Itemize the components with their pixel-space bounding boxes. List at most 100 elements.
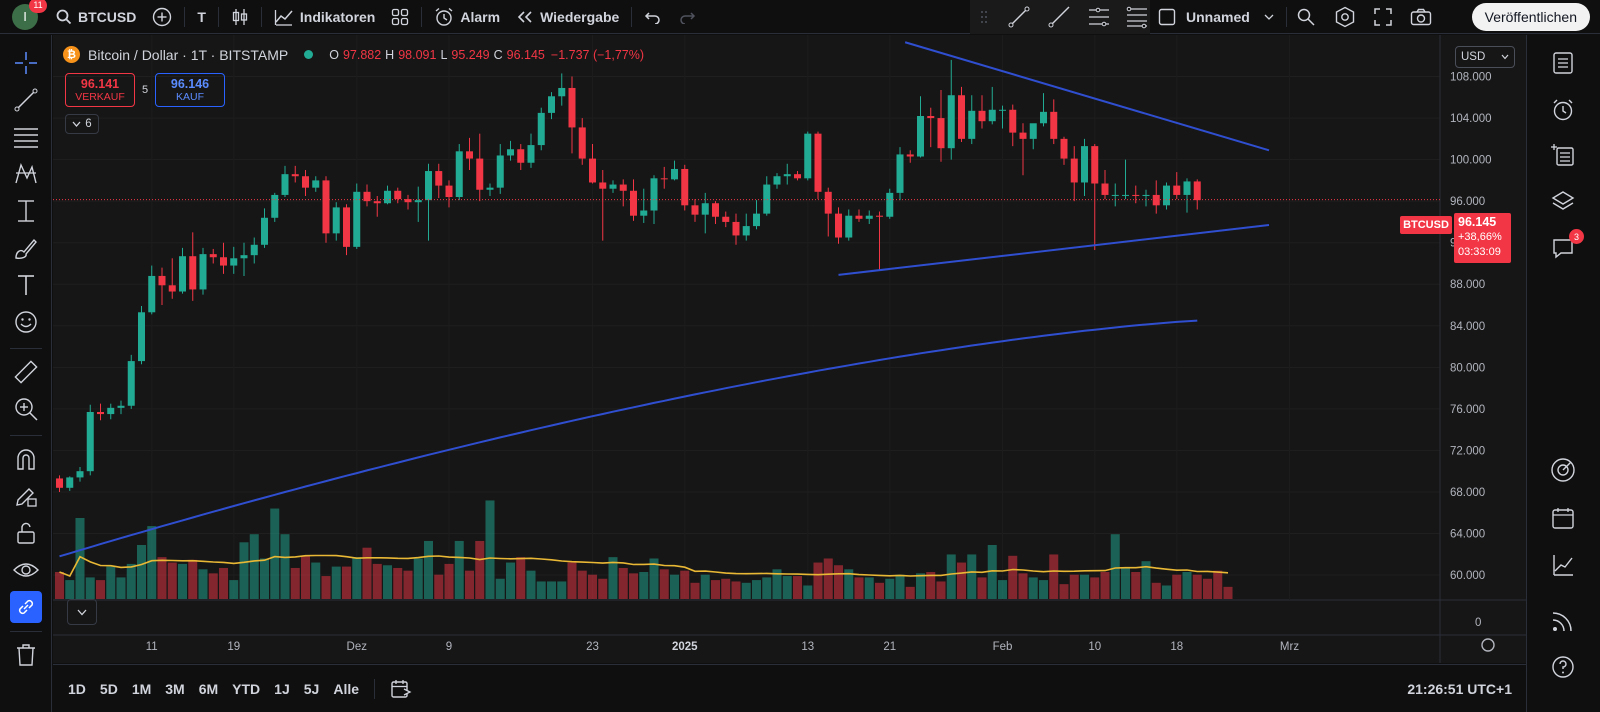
indicators-collapse-button[interactable]: 6 [65,114,99,134]
watchlist-button[interactable] [1546,46,1580,80]
parallel-channel-tool-icon[interactable] [1086,4,1112,30]
volume-bar [813,562,823,599]
text-tool[interactable] [10,269,42,301]
volume-bar [1018,573,1028,599]
timeframe-3m[interactable]: 3M [165,680,185,697]
timeframe-ytd[interactable]: YTD [232,680,261,697]
last-price: 96.145 [1458,215,1497,229]
high-value: 98.091 [398,47,437,62]
date-range-button[interactable] [383,674,419,704]
fib-tool-icon[interactable] [1124,4,1150,30]
stay-in-drawing-tool[interactable] [10,480,42,512]
price-tick-label: 84.000 [1450,321,1485,333]
redo-button[interactable] [670,0,704,34]
hide-drawings-tool[interactable] [10,554,42,586]
broadcast-icon [1552,612,1572,632]
interval-label: T [197,8,206,25]
ray-tool-icon[interactable] [1046,4,1072,30]
alarm-button[interactable]: Alarm [426,0,508,34]
fib-tool[interactable] [10,121,42,153]
currency-dropdown[interactable]: USD [1455,46,1515,68]
undo-button[interactable] [636,0,670,34]
candle-body [958,95,965,139]
timeframe-6m[interactable]: 6M [198,680,219,697]
templates-button[interactable] [383,0,417,34]
drawing-favorites-bar [970,0,1150,34]
object-tree-button[interactable] [1546,138,1580,172]
settings-button[interactable] [1326,0,1364,34]
candle-body [1009,109,1017,133]
calendar-button[interactable] [1546,501,1580,535]
brush-tool[interactable] [10,232,42,264]
zoom-in-icon [15,398,38,421]
volume-bar [85,577,95,599]
chevron-down-icon [72,121,81,127]
bar-countdown: 03:33:09 [1458,246,1501,258]
time-tick-label: Dez [347,641,368,653]
magnet-tool[interactable] [10,443,42,475]
compare-button[interactable] [144,0,180,34]
clock-timezone[interactable]: 21:26:51 UTC+1 [1407,680,1512,697]
ideas-button[interactable] [1546,548,1580,582]
timeframe-all[interactable]: Alle [333,680,360,697]
time-tick-label: 23 [586,641,599,653]
zoom-tool[interactable] [10,393,42,425]
candle-body [578,127,586,159]
rectangle-tool-button[interactable] [1150,0,1184,34]
chart-pane[interactable]: 60.000 64.000 68.000 72.000 76.000 80.000 84.0… [53,35,1526,663]
timeframe-5j[interactable]: 5J [303,680,320,697]
layout-name-dropdown[interactable]: Unnamed [1178,0,1282,34]
drag-handle-icon[interactable] [980,10,988,24]
price-chart[interactable]: 60.000 64.000 68.000 72.000 76.000 80.000 84.0… [53,35,1526,663]
hotlists-button[interactable] [1546,453,1580,487]
candle-body [732,221,740,236]
interval-button[interactable]: T [189,0,214,34]
volume-bar [977,577,987,599]
pattern-tool[interactable] [10,158,42,190]
symbol-title[interactable]: Bitcoin / Dollar · 1T · BITSTAMP [88,46,289,63]
crosshair-tool[interactable] [10,47,42,79]
candle-body [1142,194,1150,196]
indicators-count: 6 [85,118,92,130]
volume-bar [352,557,362,599]
volume-ma-line [59,554,1229,578]
help-button[interactable] [1546,650,1580,684]
user-avatar[interactable]: I 11 [12,0,47,30]
volume-legend-toggle[interactable] [67,599,97,625]
volume-bar [936,581,946,599]
remove-drawings-tool[interactable] [10,639,42,671]
timeframe-1m[interactable]: 1M [131,680,152,697]
candle-body [650,178,658,211]
market-status-icon[interactable] [304,50,314,59]
chat-button[interactable]: 3 [1546,229,1584,265]
measure-tool[interactable] [10,356,42,388]
candle-body [691,205,699,215]
projection-tool[interactable] [10,195,42,227]
publish-button[interactable]: Veröffentlichen [1471,3,1590,31]
trend-line-tool-icon[interactable] [1006,4,1032,30]
sell-button[interactable]: 96.141 VERKAUF [65,73,135,107]
fullscreen-button[interactable] [1366,0,1400,34]
trend-line-tool[interactable] [10,84,42,116]
snapshot-button[interactable] [1402,0,1440,34]
indicators-button[interactable]: Indikatoren [266,0,383,34]
lock-drawings-tool[interactable] [10,517,42,549]
timeframe-1j[interactable]: 1J [274,680,290,697]
symbol-search[interactable]: BTCUSD [48,0,144,34]
volume-bar [137,545,146,599]
icon-tool[interactable] [10,306,42,338]
moving-average-line [59,319,1198,558]
quick-search-button[interactable] [1288,0,1324,34]
alerts-button[interactable] [1546,93,1580,127]
buy-button[interactable]: 96.146 KAUF [155,73,225,107]
replay-button[interactable]: Wiedergabe [508,0,627,34]
pencil-lock-icon [16,488,37,507]
timeframe-5d[interactable]: 5D [99,680,118,697]
news-stream-button[interactable] [1546,604,1580,638]
help-icon [1552,656,1574,678]
chart-type-button[interactable] [223,0,257,34]
timeframe-1d[interactable]: 1D [68,680,86,697]
sync-drawings-tool[interactable] [10,591,42,623]
layers-button[interactable] [1546,184,1580,218]
volume-bar [577,570,587,599]
